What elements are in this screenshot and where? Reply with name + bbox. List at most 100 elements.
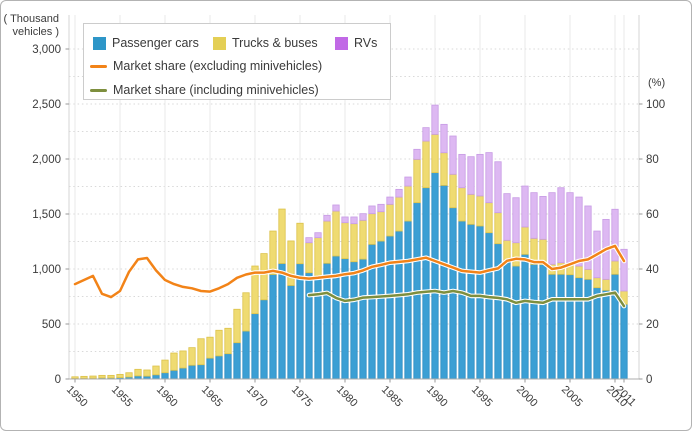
x-tick-label: 1965 [199,384,225,410]
bar-segment [386,196,394,205]
bar-segment [530,192,538,239]
bar-segment [152,365,160,376]
bar-segment [323,262,331,380]
bar-segment [611,208,619,262]
bar-segment [125,372,133,378]
bar-segment [179,350,187,369]
bar-segment [350,216,358,225]
y-left-tick-label: 2,500 [32,99,61,111]
bar-segment [89,375,97,379]
bar-segment [503,260,511,380]
bar-segment [539,264,547,380]
bar-segment [422,127,430,142]
bar-segment [395,230,403,380]
legend-label-share-including: Market share (including minivehicles) [113,83,319,97]
x-tick-label: 1975 [289,384,315,410]
y-right-tick-label: 60 [646,209,659,221]
bar-segment [332,210,340,257]
bar-segment [575,265,583,279]
bar-segment [503,193,511,241]
bar-segment [161,372,169,380]
bar-segment [278,208,286,264]
bar-segment [161,359,169,374]
bar-segment [494,161,502,214]
bar-segment [512,242,520,267]
bar-segment [80,375,88,379]
bar-segment [476,195,484,227]
bar-segment [251,313,259,380]
bar-segment [485,202,493,234]
bar-segment [206,357,214,380]
bar-segment [494,212,502,245]
bar-segment [224,353,232,380]
bar-segment [485,152,493,204]
left-axis-unit-line2: vehicles ) [13,26,59,38]
bar-segment [323,220,331,264]
bar-segment [575,277,583,380]
left-axis-unit-line1: ( Thousand [4,13,59,25]
share-excluding-line-swatch [90,64,107,68]
bar-segment [395,196,403,232]
bar-segment [386,203,394,237]
legend-label-rvs: RVs [354,36,378,50]
bar-segment [242,292,250,332]
legend-item-share-including: Market share (including minivehicles) [90,82,319,98]
bar-segment [431,104,439,135]
y-right-tick-label: 80 [646,154,659,166]
y-left-tick-label: 500 [42,319,61,331]
legend-item-passenger-cars: Passenger cars [93,35,199,51]
bar-segment [107,374,115,379]
bar-segment [359,213,367,221]
bar-segment [368,205,376,215]
bar-segment [548,192,556,265]
x-tick-label: 1980 [334,384,360,410]
line-share-excluding [73,244,626,299]
bar-segment [620,248,628,292]
x-tick-label: 1970 [244,384,270,410]
bar-segment [458,153,466,189]
bar-segment [521,185,529,228]
bar-segment [566,274,574,380]
x-tick-label: 1995 [469,384,495,410]
bar-segment [431,172,439,380]
bar-segment [260,299,268,380]
share-including-line-swatch [90,88,107,92]
x-tick-label: 1985 [379,384,405,410]
bar-segment [377,240,385,380]
bar-segment [602,289,610,380]
bar-segment [485,232,493,380]
bar-segment [269,230,277,275]
y-left-tick-label: 1,000 [32,264,61,276]
right-axis-unit: (%) [648,77,665,89]
bar-segment [602,278,610,291]
bar-segment [314,275,322,380]
bar-segment [350,261,358,380]
bar-segment [368,213,376,245]
bar-segment [296,263,304,380]
y-left-tick-label: 0 [55,374,61,386]
bar-segment [305,242,313,274]
bar-segment [404,176,412,187]
bar-segment [233,308,241,344]
bar-segment [539,195,547,240]
bar-segment [134,368,142,377]
bar-segment [611,273,619,380]
bar-segment [476,225,484,380]
bar-segment [422,140,430,189]
bar-segment [170,369,178,380]
y-right-tick-label: 100 [646,99,665,111]
legend-label-trucks-buses: Trucks & buses [232,36,318,50]
bar-segment [584,268,592,280]
bar-segment [188,364,196,380]
bar-segment [449,135,457,175]
y-right-tick-label: 40 [646,264,659,276]
bar-segment [71,376,79,379]
bar-segment [521,226,529,255]
x-tick-label: 2005 [559,384,585,410]
bar-segment [341,216,349,224]
trucks-buses-swatch [213,36,226,50]
bar-segment [305,272,313,380]
line-share-including [307,289,626,308]
y-right-tick-label: 0 [646,374,652,386]
